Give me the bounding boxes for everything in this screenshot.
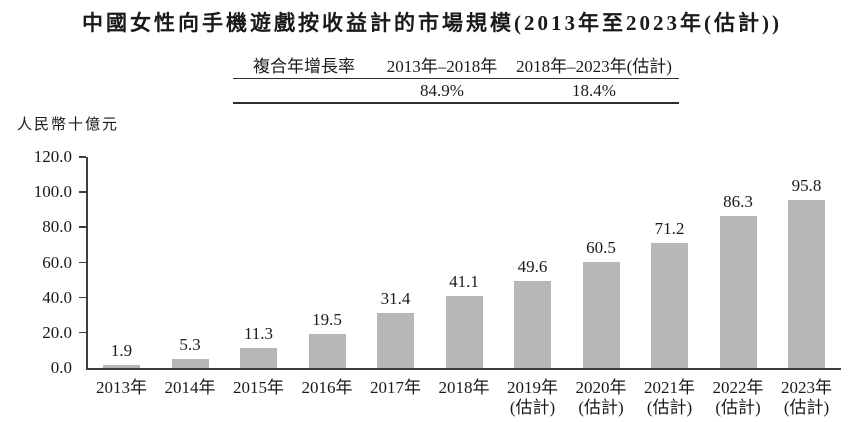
x-category-note: (估計)	[715, 398, 761, 417]
cagr-period2-value: 18.4%	[572, 80, 616, 100]
y-tick-label: 0.0	[50, 358, 72, 377]
y-tick-label: 20.0	[42, 322, 72, 342]
y-tick-label: 80.0	[42, 217, 72, 237]
bar-value-label: 1.9	[110, 340, 133, 360]
bar	[308, 333, 346, 368]
bar	[445, 295, 483, 368]
x-category-label: 2021年	[644, 378, 695, 397]
bar-value-label: 41.1	[449, 271, 479, 291]
y-tick-mark	[79, 226, 86, 228]
cagr-period1-header: 2013年–2018年	[386, 57, 498, 76]
x-category-label: 2013年	[96, 378, 147, 397]
y-tick-label: 100.0	[33, 182, 72, 202]
x-category-label: 2014年	[164, 378, 216, 397]
bar	[171, 358, 209, 368]
x-axis-line	[86, 368, 841, 370]
y-tick-mark	[79, 191, 86, 193]
bar	[788, 199, 825, 368]
bar	[514, 280, 551, 368]
x-category-label: 2022年	[712, 378, 764, 397]
chart-title: 中國女性向手機遊戲按收益計的市場規模(2013年至2023年(估計))	[82, 11, 782, 35]
cagr-row-label: 複合年增長率	[253, 57, 355, 76]
cagr-period2-header: 2018年–2023年(估計)	[516, 57, 672, 76]
bar-value-label: 19.5	[312, 309, 342, 329]
x-category-label: 2017年	[370, 378, 421, 397]
y-axis-unit-label: 人民幣十億元	[17, 117, 120, 133]
bar-value-label: 60.5	[586, 237, 616, 257]
bar	[582, 261, 620, 368]
x-category-note: (估計)	[646, 398, 693, 417]
x-category-note: (估計)	[783, 398, 830, 417]
y-axis-line	[86, 157, 88, 370]
x-category-label: 2023年	[781, 378, 832, 397]
bar-value-label: 71.2	[654, 218, 685, 238]
x-category-label: 2015年	[233, 378, 284, 397]
x-category-label: 2016年	[301, 378, 353, 397]
cagr-header-row: 複合年增長率 2013年–2018年 2018年–2023年(估計)	[233, 51, 679, 79]
x-category-label: 2020年	[575, 378, 627, 397]
bar	[719, 216, 757, 368]
bar	[103, 364, 140, 368]
bar-value-label: 95.8	[791, 175, 822, 195]
bar-value-label: 11.3	[243, 324, 274, 344]
y-tick-mark	[79, 156, 86, 158]
y-tick-mark	[79, 331, 86, 334]
cagr-table: 複合年增長率 2013年–2018年 2018年–2023年(估計) 84.9%…	[233, 51, 679, 104]
bar-value-label: 86.3	[723, 192, 753, 212]
y-tick-label: 120.0	[33, 147, 72, 166]
bar	[651, 242, 688, 368]
y-tick-mark	[79, 296, 86, 299]
x-category-note: (估計)	[578, 398, 624, 417]
bar-value-label: 31.4	[380, 288, 411, 308]
x-category-label: 2018年	[438, 378, 490, 397]
bar	[240, 348, 277, 368]
cagr-period1-value: 84.9%	[420, 80, 464, 100]
x-category-note: (估計)	[509, 398, 556, 417]
y-tick-label: 40.0	[42, 287, 72, 307]
bar-value-label: 5.3	[179, 334, 201, 354]
cagr-value-row: 84.9% 18.4%	[233, 79, 679, 104]
y-tick-mark	[79, 261, 86, 263]
x-category-label: 2019年	[507, 378, 558, 397]
y-tick-label: 60.0	[42, 252, 72, 272]
bar-value-label: 49.6	[517, 256, 548, 276]
bar	[377, 312, 414, 368]
